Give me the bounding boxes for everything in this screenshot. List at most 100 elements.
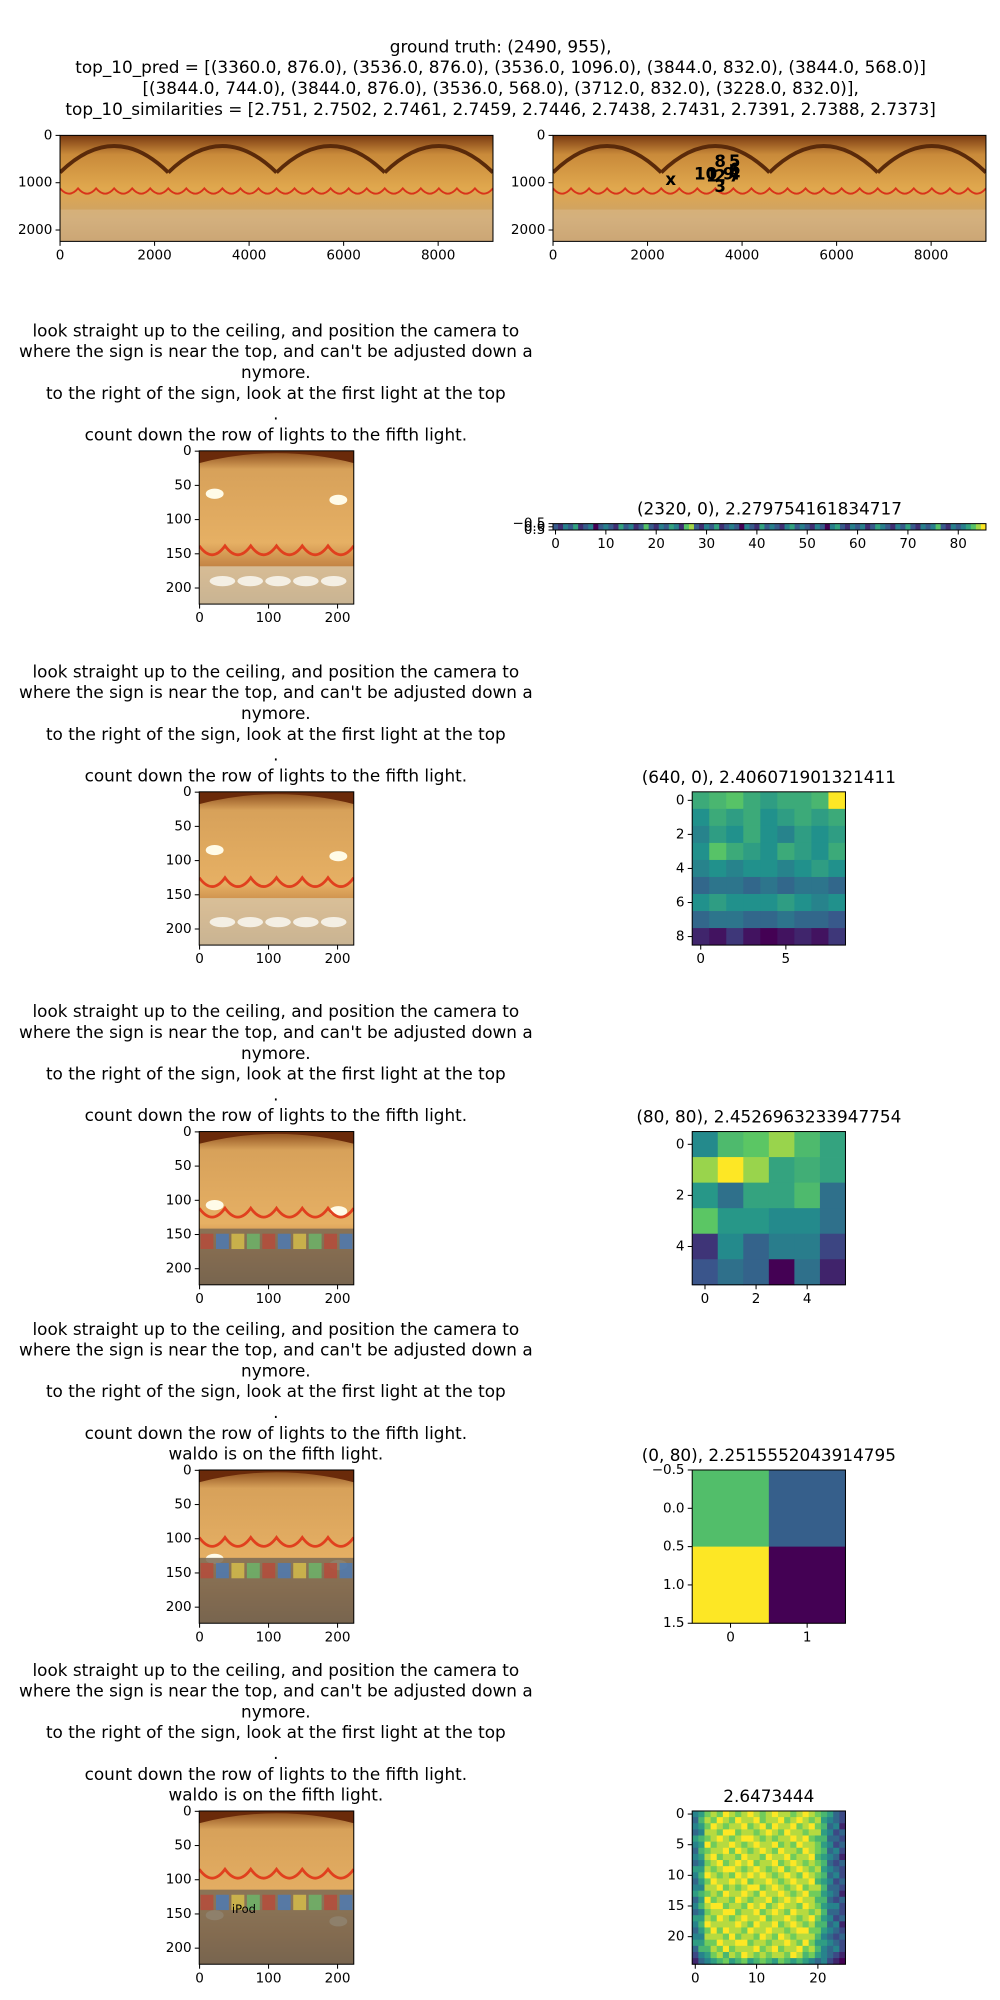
heatmap-cell xyxy=(747,1958,754,1965)
heatmap-cell xyxy=(741,1853,748,1861)
heatmap-cell xyxy=(771,1860,779,1867)
heatmap-cell xyxy=(814,1902,822,1910)
heatmap-cell xyxy=(790,1829,797,1836)
heatmap-cell xyxy=(735,1958,742,1965)
heatmap-cell xyxy=(808,1872,816,1879)
shelf xyxy=(293,1233,307,1250)
garland xyxy=(199,543,354,557)
heatmap-cell xyxy=(692,1945,699,1953)
heatmap-cell xyxy=(743,928,761,946)
heatmap-cell xyxy=(784,1958,791,1965)
y-tick-label: 0 xyxy=(183,784,192,800)
heatmap-cell xyxy=(827,1878,834,1885)
heatmap-cell xyxy=(839,1939,846,1947)
heatmap-cell xyxy=(827,1866,834,1873)
heatmap-cell xyxy=(760,808,778,827)
heatmap-cell xyxy=(765,1872,773,1879)
heatmap-cell xyxy=(771,1829,779,1836)
title-line: top_10_pred = [(3360.0, 876.0), (3536.0,… xyxy=(75,57,926,78)
heatmap-cell xyxy=(808,1847,816,1855)
heatmap-cell xyxy=(808,1909,816,1916)
x-tick-label: 200 xyxy=(325,610,351,626)
heatmap-cell xyxy=(802,1878,810,1885)
heatmap-cell xyxy=(790,1847,797,1855)
heatmap-cell xyxy=(827,1884,834,1892)
heatmap-cell xyxy=(753,1841,761,1849)
heatmap-cell xyxy=(722,1823,730,1830)
heatmap-cell xyxy=(796,1884,803,1892)
heatmap-cell xyxy=(771,1909,779,1916)
heatmap-cell xyxy=(950,523,957,531)
heatmap-cell xyxy=(704,1927,711,1934)
y-tick-label: 200 xyxy=(166,1940,192,1956)
heatmap-cell xyxy=(628,523,634,531)
heatmap-cell xyxy=(771,1951,779,1959)
heatmap-cell xyxy=(768,1157,795,1184)
heatmap-cell xyxy=(759,1853,767,1861)
heatmap-cell xyxy=(784,1853,791,1861)
heatmap-cell xyxy=(735,1951,742,1959)
heatmap-cell xyxy=(716,1872,724,1879)
arch xyxy=(383,144,493,174)
instruction-line: where the sign is near the top, and can'… xyxy=(19,1022,533,1042)
heatmap-cell xyxy=(704,1866,711,1873)
heatmap-cell xyxy=(692,1902,699,1910)
heatmap-cell xyxy=(771,1939,779,1947)
heatmap-cell xyxy=(760,825,778,844)
heatmap-cell xyxy=(704,523,710,531)
shelf xyxy=(231,1894,245,1911)
y-tick-label: 2000 xyxy=(511,222,545,238)
heatmap-cell xyxy=(692,1841,699,1849)
heatmap-cell xyxy=(698,1860,705,1867)
instruction-line: to the right of the sign, look at the fi… xyxy=(46,1064,506,1084)
heatmap-cell xyxy=(692,1469,770,1547)
heatmap-cell xyxy=(778,1921,785,1928)
pred-marker: 1 xyxy=(706,166,718,185)
heatmap-cell xyxy=(578,523,584,531)
heatmap-cell xyxy=(778,1866,785,1873)
photo xyxy=(199,1810,354,1965)
instruction-line: where the sign is near the top, and can'… xyxy=(19,682,533,702)
heatmap-cell xyxy=(608,523,614,531)
heatmap-cell xyxy=(765,1958,773,1965)
heatmap-cell xyxy=(743,911,761,929)
heatmap-cell xyxy=(778,1829,785,1836)
heatmap-cell xyxy=(704,1933,711,1941)
heatmap-cell xyxy=(618,523,624,531)
instruction-line: nymore. xyxy=(241,1701,311,1721)
heatmap-cell xyxy=(814,1847,822,1855)
heatmap-cell xyxy=(704,1810,711,1818)
heatmap-cell xyxy=(839,1896,846,1904)
heatmap-cell xyxy=(741,1927,748,1934)
y-tick-label: 150 xyxy=(166,1565,192,1581)
heatmap-cell xyxy=(704,1945,711,1953)
heatmap-cell xyxy=(802,1866,810,1873)
heatmap-cell xyxy=(820,1927,828,1934)
heatmap-cell xyxy=(796,1835,803,1843)
heatmap-cell xyxy=(709,842,727,861)
heatmap-cell xyxy=(728,1829,736,1836)
heatmap-cell xyxy=(749,523,755,531)
heatmap-cell xyxy=(553,523,559,531)
ceiling-band xyxy=(199,1131,354,1144)
light xyxy=(205,844,224,856)
y-tick-label: 1000 xyxy=(511,175,545,191)
heatmap-cell xyxy=(828,859,846,878)
heatmap-cell xyxy=(698,1958,705,1965)
heatmap-cell xyxy=(777,928,795,946)
heatmap-cell xyxy=(741,1884,748,1892)
heatmap-cell xyxy=(784,1810,791,1818)
x-tick-label: 6000 xyxy=(819,247,853,263)
axes-frame xyxy=(198,1131,355,1286)
heatmap-cell xyxy=(820,1945,828,1953)
heatmap-cell xyxy=(784,1945,791,1953)
heatmap-cell xyxy=(811,876,829,895)
shelf xyxy=(293,1562,307,1579)
y-tick-label: 0 xyxy=(183,1124,192,1140)
heatmap-cell xyxy=(765,1909,773,1916)
shelf xyxy=(308,1894,322,1911)
heatmap-cell xyxy=(759,1817,767,1824)
heatmap-cell xyxy=(698,1835,705,1843)
title-line: top_10_similarities = [2.751, 2.7502, 2.… xyxy=(65,99,935,120)
instruction-line: count down the row of lights to the fift… xyxy=(85,766,468,786)
